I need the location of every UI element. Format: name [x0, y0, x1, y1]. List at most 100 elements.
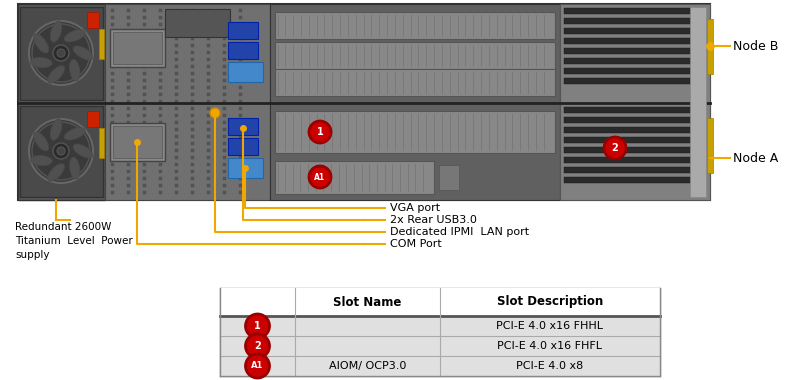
- Bar: [159, 163, 161, 166]
- Bar: [222, 191, 226, 194]
- Bar: [191, 100, 194, 103]
- Bar: [175, 51, 177, 54]
- Bar: [143, 23, 146, 26]
- Bar: [127, 128, 130, 131]
- Bar: [159, 72, 161, 75]
- Bar: [270, 4, 560, 200]
- Bar: [175, 79, 177, 82]
- Bar: [159, 16, 161, 19]
- Bar: [222, 79, 226, 82]
- Bar: [563, 117, 703, 123]
- Bar: [175, 135, 177, 138]
- Bar: [191, 23, 194, 26]
- Bar: [111, 121, 114, 124]
- Bar: [143, 58, 146, 61]
- Bar: [206, 114, 210, 117]
- Bar: [127, 30, 130, 33]
- Bar: [111, 93, 114, 96]
- Bar: [206, 177, 210, 180]
- Bar: [238, 72, 242, 75]
- Bar: [191, 163, 194, 166]
- Bar: [222, 114, 226, 117]
- Bar: [127, 135, 130, 138]
- Bar: [18, 4, 105, 200]
- Bar: [238, 156, 242, 159]
- Circle shape: [603, 137, 626, 159]
- Text: PCI-E 4.0 x8: PCI-E 4.0 x8: [516, 361, 583, 371]
- Bar: [159, 107, 161, 110]
- Bar: [191, 58, 194, 61]
- Bar: [159, 30, 161, 33]
- Bar: [143, 93, 146, 96]
- Bar: [143, 79, 146, 82]
- Bar: [206, 37, 210, 40]
- Bar: [275, 12, 554, 39]
- Bar: [222, 184, 226, 187]
- Bar: [563, 58, 703, 64]
- Bar: [127, 23, 130, 26]
- Bar: [165, 9, 230, 37]
- Bar: [159, 170, 161, 173]
- Bar: [191, 156, 194, 159]
- Bar: [175, 163, 177, 166]
- Bar: [275, 69, 554, 96]
- Bar: [238, 121, 242, 124]
- Bar: [238, 51, 242, 54]
- Bar: [111, 23, 114, 26]
- Bar: [143, 191, 146, 194]
- Bar: [159, 65, 161, 68]
- Bar: [222, 65, 226, 68]
- Bar: [238, 44, 242, 47]
- Bar: [111, 184, 114, 187]
- Bar: [706, 19, 712, 74]
- Bar: [111, 128, 114, 131]
- Bar: [563, 78, 703, 84]
- Bar: [143, 100, 146, 103]
- Bar: [20, 106, 103, 197]
- Bar: [159, 191, 161, 194]
- Bar: [127, 79, 130, 82]
- Bar: [111, 9, 114, 12]
- Bar: [143, 44, 146, 47]
- Bar: [175, 142, 177, 145]
- Bar: [159, 114, 161, 117]
- Bar: [143, 51, 146, 54]
- Bar: [175, 107, 177, 110]
- Circle shape: [308, 121, 331, 143]
- Ellipse shape: [69, 157, 79, 179]
- Bar: [111, 156, 114, 159]
- Bar: [127, 149, 130, 152]
- Bar: [206, 16, 210, 19]
- Bar: [111, 58, 114, 61]
- Bar: [206, 9, 210, 12]
- Bar: [159, 9, 161, 12]
- Bar: [238, 30, 242, 33]
- Bar: [175, 86, 177, 89]
- Bar: [143, 65, 146, 68]
- Bar: [560, 4, 709, 200]
- Bar: [111, 16, 114, 19]
- Bar: [220, 288, 659, 316]
- Bar: [127, 44, 130, 47]
- Bar: [206, 149, 210, 152]
- Bar: [206, 44, 210, 47]
- Ellipse shape: [47, 164, 64, 181]
- Bar: [191, 72, 194, 75]
- Bar: [143, 30, 146, 33]
- Bar: [127, 163, 130, 166]
- Bar: [563, 167, 703, 173]
- Bar: [143, 128, 146, 131]
- Ellipse shape: [31, 155, 52, 166]
- Bar: [111, 191, 114, 194]
- Circle shape: [308, 166, 331, 188]
- Bar: [238, 149, 242, 152]
- Bar: [206, 58, 210, 61]
- Bar: [143, 149, 146, 152]
- Bar: [206, 121, 210, 124]
- Bar: [191, 44, 194, 47]
- Bar: [563, 38, 703, 44]
- Text: VGA port: VGA port: [389, 203, 439, 213]
- Circle shape: [245, 354, 269, 378]
- Bar: [159, 149, 161, 152]
- Bar: [175, 128, 177, 131]
